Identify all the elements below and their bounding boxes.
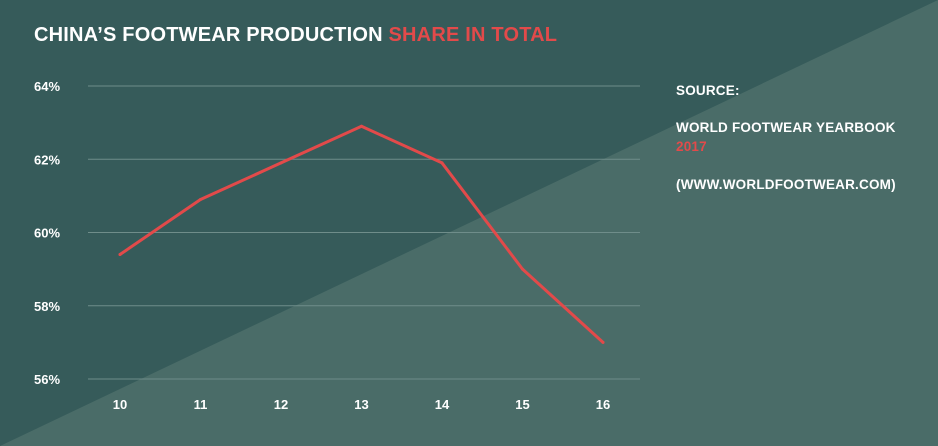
y-tick-label: 64% [34, 79, 60, 94]
y-tick-label: 56% [34, 372, 60, 387]
x-tick-label: 15 [515, 397, 529, 412]
x-tick-label: 16 [596, 397, 610, 412]
grid-lines [88, 85, 640, 380]
source-website: (WWW.WORLDFOOTWEAR.COM) [676, 177, 896, 192]
x-axis-ticks: 10 11 12 13 14 15 16 [113, 397, 610, 412]
y-axis-ticks: 56% 58% 60% 62% 64% [34, 79, 60, 387]
x-tick-label: 13 [354, 397, 368, 412]
x-tick-label: 12 [274, 397, 288, 412]
data-point [360, 124, 363, 128]
data-point [118, 252, 122, 256]
series-line [118, 124, 605, 344]
source-heading: SOURCE: [676, 83, 740, 98]
source-publication: WORLD FOOTWEAR YEARBOOK [676, 120, 896, 135]
data-point [521, 267, 524, 271]
source-year: 2017 [676, 139, 707, 154]
series-group [118, 124, 605, 344]
y-tick-label: 58% [34, 299, 60, 314]
data-point [440, 161, 444, 165]
data-point [199, 198, 202, 202]
x-tick-label: 11 [194, 397, 208, 412]
data-point [601, 340, 605, 344]
chart-title: CHINA’S FOOTWEAR PRODUCTION SHARE IN TOT… [34, 24, 557, 47]
chart-title-accent: SHARE IN TOTAL [388, 24, 558, 46]
x-tick-label: 10 [113, 397, 127, 412]
data-point [279, 161, 283, 165]
y-tick-label: 62% [34, 152, 60, 167]
y-tick-label: 60% [34, 226, 60, 241]
x-tick-label: 14 [435, 397, 450, 412]
chart-title-main: CHINA’S FOOTWEAR PRODUCTION [34, 24, 383, 46]
